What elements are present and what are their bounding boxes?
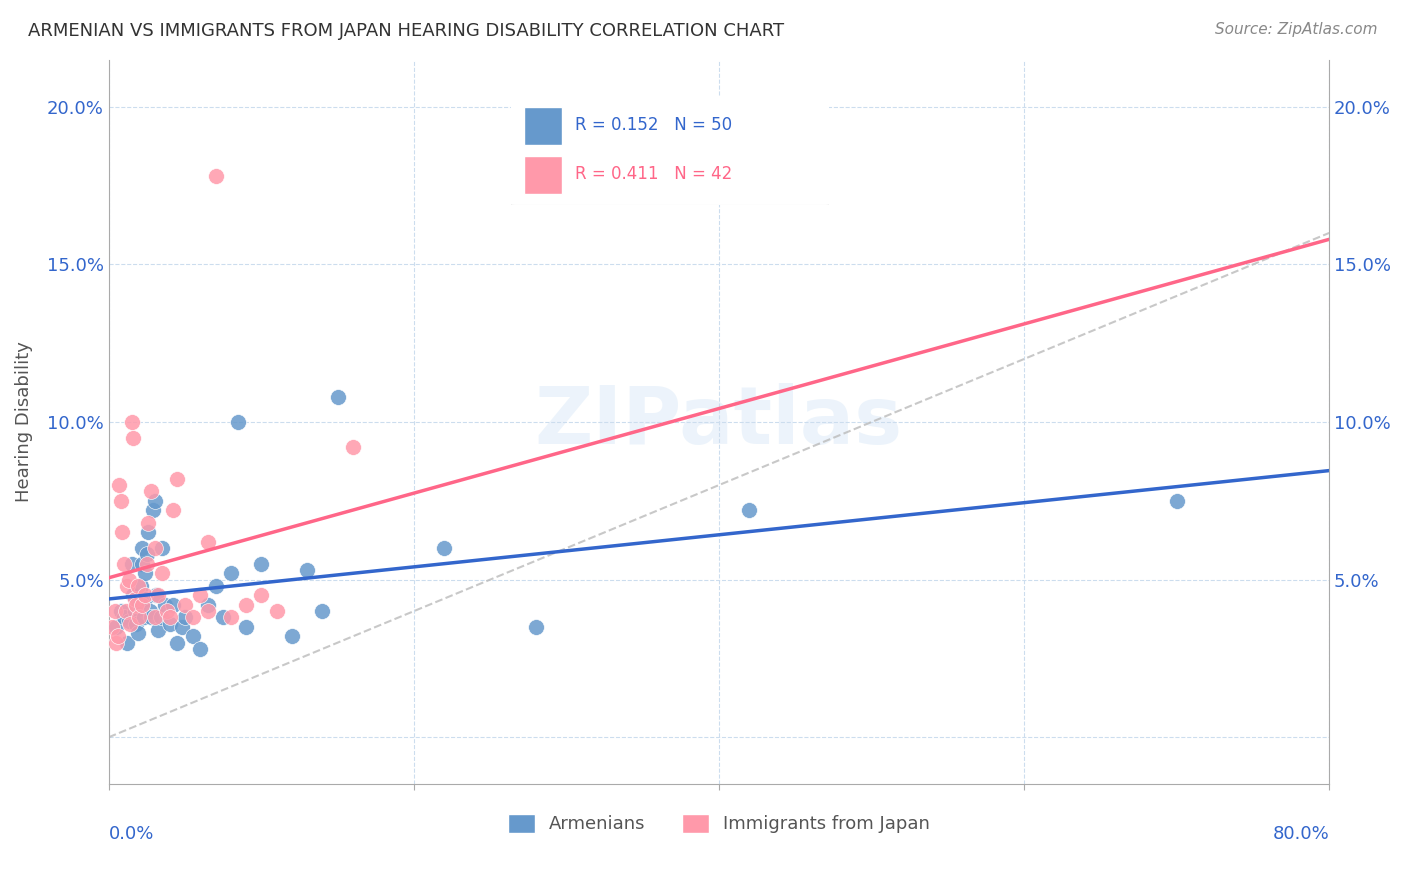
Point xyxy=(166,635,188,649)
Point xyxy=(174,598,197,612)
Point xyxy=(266,604,288,618)
Point xyxy=(281,629,304,643)
Point xyxy=(132,610,155,624)
Point xyxy=(122,588,145,602)
Point xyxy=(212,610,235,624)
Point xyxy=(105,620,128,634)
Point xyxy=(125,598,148,612)
Point xyxy=(127,579,149,593)
Point xyxy=(150,541,173,555)
Point xyxy=(128,598,150,612)
Point xyxy=(111,525,134,540)
Point xyxy=(162,598,184,612)
Point xyxy=(188,642,211,657)
Point xyxy=(134,566,156,581)
Point xyxy=(142,503,165,517)
Point xyxy=(295,563,318,577)
Point xyxy=(117,614,139,628)
Point xyxy=(131,541,153,555)
Point xyxy=(107,629,129,643)
Point xyxy=(124,604,146,618)
Point xyxy=(170,620,193,634)
Point xyxy=(112,557,135,571)
Point xyxy=(114,604,136,618)
Point xyxy=(153,598,176,612)
Text: ARMENIAN VS IMMIGRANTS FROM JAPAN HEARING DISABILITY CORRELATION CHART: ARMENIAN VS IMMIGRANTS FROM JAPAN HEARIN… xyxy=(28,22,785,40)
Point xyxy=(110,604,132,618)
Point xyxy=(105,635,128,649)
Point xyxy=(143,541,166,555)
Point xyxy=(138,516,160,530)
Point xyxy=(104,604,127,618)
Point xyxy=(134,591,156,606)
Point xyxy=(145,588,167,602)
Point xyxy=(524,620,547,634)
Point xyxy=(134,588,156,602)
Point xyxy=(121,557,143,571)
Point xyxy=(141,484,163,499)
Point xyxy=(197,604,219,618)
Point xyxy=(197,598,219,612)
Point xyxy=(110,493,132,508)
Point xyxy=(143,493,166,508)
Point xyxy=(162,503,184,517)
Point xyxy=(156,604,179,618)
Text: 80.0%: 80.0% xyxy=(1272,825,1329,844)
Point xyxy=(121,415,143,429)
Point xyxy=(181,629,204,643)
Point xyxy=(117,573,139,587)
Point xyxy=(433,541,456,555)
Point xyxy=(326,390,349,404)
Point xyxy=(131,557,153,571)
Point xyxy=(129,579,152,593)
Legend: Armenians, Immigrants from Japan: Armenians, Immigrants from Japan xyxy=(501,807,938,841)
Point xyxy=(108,478,131,492)
Point xyxy=(228,415,250,429)
Point xyxy=(150,566,173,581)
Point xyxy=(131,598,153,612)
Point xyxy=(181,610,204,624)
Point xyxy=(135,548,157,562)
Point xyxy=(1166,493,1188,508)
Text: 0.0%: 0.0% xyxy=(108,825,155,844)
Point xyxy=(235,620,257,634)
Point xyxy=(159,616,181,631)
Point xyxy=(135,557,157,571)
Point xyxy=(197,534,219,549)
Point xyxy=(219,566,242,581)
Point xyxy=(219,610,242,624)
Point xyxy=(127,626,149,640)
Text: ZIPatlas: ZIPatlas xyxy=(534,383,903,461)
Point xyxy=(101,620,124,634)
Point xyxy=(125,616,148,631)
Point xyxy=(112,610,135,624)
Point xyxy=(146,623,169,637)
Point xyxy=(250,557,273,571)
Point xyxy=(139,604,162,618)
Point xyxy=(235,598,257,612)
Point xyxy=(141,610,163,624)
Point xyxy=(128,610,150,624)
Point xyxy=(204,579,226,593)
Point xyxy=(115,635,138,649)
Point xyxy=(188,588,211,602)
Point xyxy=(250,588,273,602)
Y-axis label: Hearing Disability: Hearing Disability xyxy=(15,342,32,502)
Point xyxy=(149,610,172,624)
Point xyxy=(120,616,142,631)
Point xyxy=(122,431,145,445)
Point xyxy=(146,588,169,602)
Point xyxy=(738,503,761,517)
Point xyxy=(204,169,226,184)
Point xyxy=(174,610,197,624)
Point xyxy=(159,610,181,624)
Text: Source: ZipAtlas.com: Source: ZipAtlas.com xyxy=(1215,22,1378,37)
Point xyxy=(311,604,333,618)
Point xyxy=(342,440,364,454)
Point xyxy=(115,579,138,593)
Point xyxy=(166,472,188,486)
Point xyxy=(124,591,146,606)
Point xyxy=(143,610,166,624)
Point xyxy=(138,525,160,540)
